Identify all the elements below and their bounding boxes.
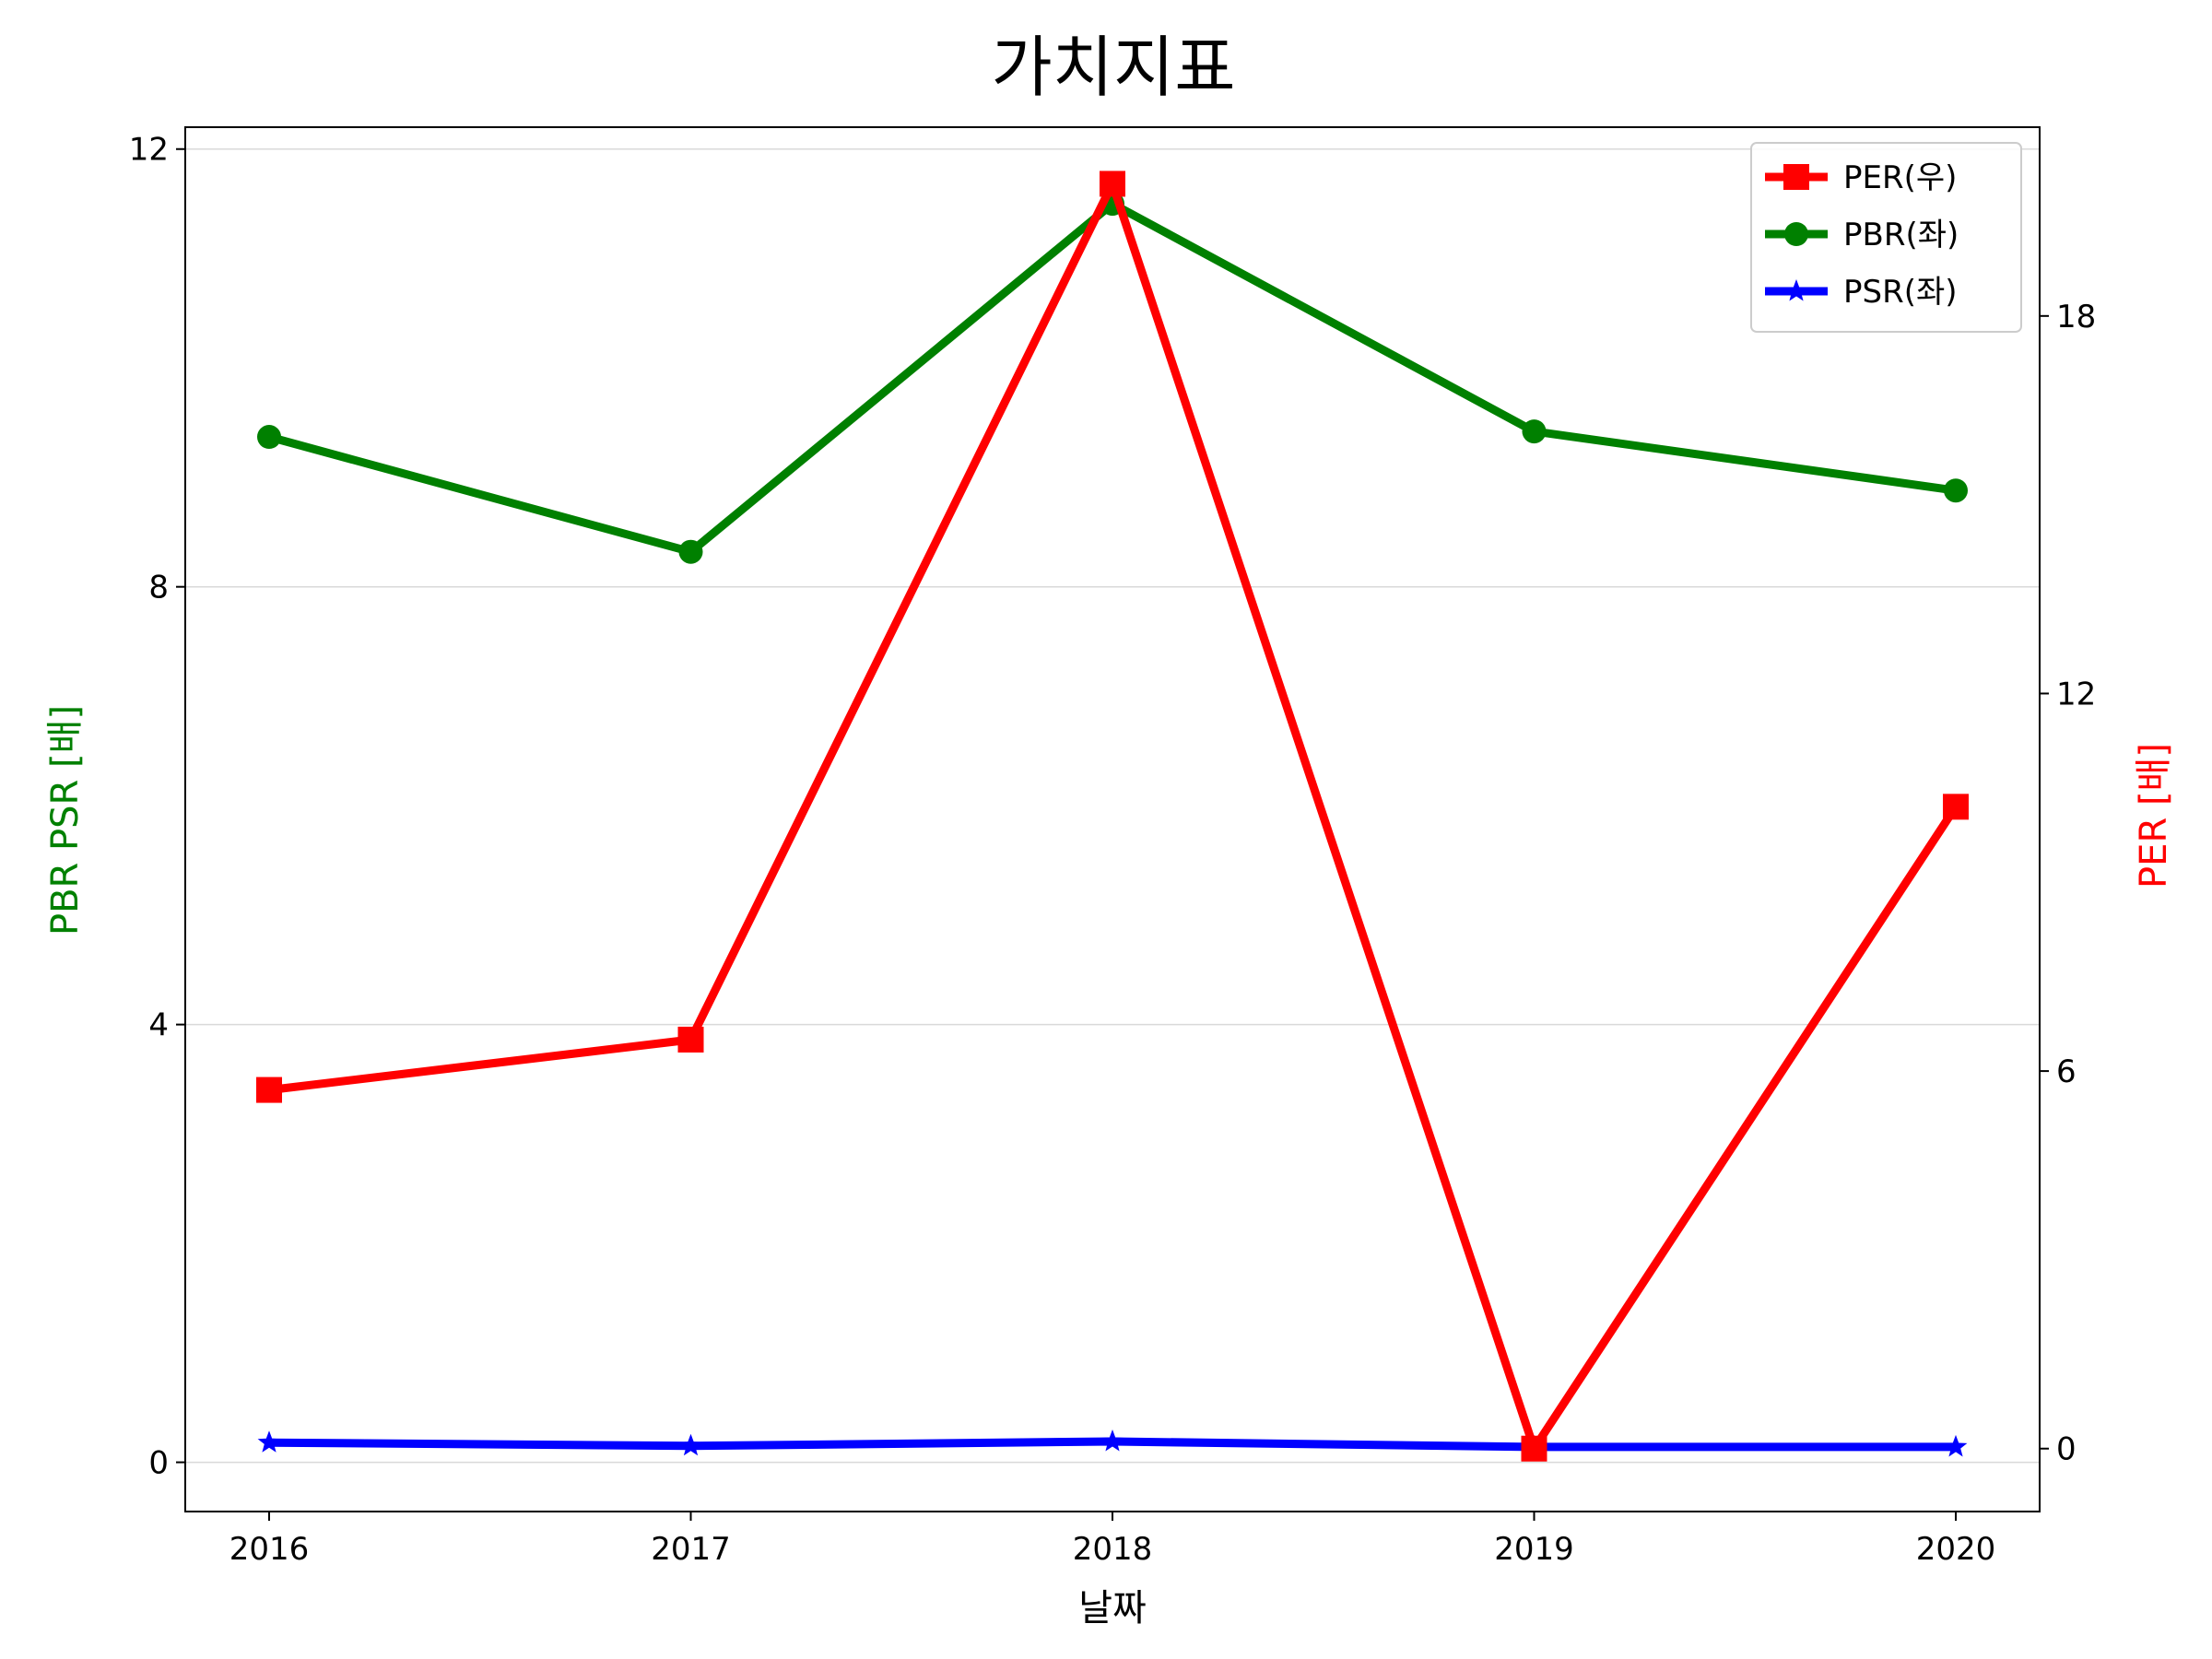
data-point (1100, 1430, 1124, 1452)
legend-marker (1784, 222, 1808, 246)
legend-item: PSR(좌) (1765, 274, 1958, 311)
chart-title: 가치지표 (992, 29, 1236, 106)
y-right-tick-label: 12 (2056, 676, 2096, 712)
data-point (1522, 419, 1547, 444)
y-axis-right-label: PER [배] (2133, 743, 2175, 888)
data-point (257, 425, 281, 450)
data-point (257, 1430, 281, 1453)
x-tick-label: 2017 (651, 1531, 731, 1568)
data-point (1521, 1435, 1547, 1462)
data-point (679, 1433, 702, 1456)
legend: PER(우) PBR(좌) PSR(좌) (1750, 142, 2022, 333)
legend-label: PBR(좌) (1843, 217, 1959, 253)
legend-marker (1784, 279, 1808, 301)
data-point (677, 1026, 704, 1053)
x-axis: 2016 2017 2018 2019 2020 (229, 1512, 1996, 1568)
y-left-tick-label: 4 (148, 1007, 169, 1044)
y-left-tick-label: 8 (148, 570, 169, 606)
x-axis-label: 날짜 (1078, 1587, 1147, 1630)
y-left-tick-label: 12 (129, 132, 169, 169)
y-right-tick-label: 0 (2056, 1431, 2077, 1468)
data-point (678, 539, 703, 564)
grid-lines (185, 147, 2040, 1464)
series-square (256, 171, 1969, 1462)
legend-label: PSR(좌) (1843, 274, 1958, 311)
x-tick-label: 2019 (1494, 1531, 1574, 1568)
y-right-tick-label: 6 (2056, 1053, 2077, 1090)
y-left-tick-label: 0 (148, 1445, 169, 1482)
y-axis-right: 0 6 12 18 (2040, 299, 2096, 1468)
y-axis-left-label: PBR PSR [배] (44, 705, 87, 935)
legend-item: PER(우) (1765, 159, 1957, 196)
data-point (1944, 478, 1968, 503)
data-point (1943, 794, 1969, 820)
x-tick-label: 2020 (1916, 1531, 1996, 1568)
series-layer (256, 171, 1969, 1462)
legend-item: PBR(좌) (1765, 217, 1959, 253)
y-axis-left: 0 4 8 12 (129, 132, 185, 1482)
x-tick-label: 2016 (229, 1531, 310, 1568)
y-right-tick-label: 18 (2056, 299, 2096, 335)
data-point (1944, 1434, 1968, 1457)
legend-box (1750, 142, 2022, 333)
data-point (256, 1077, 282, 1103)
data-point (1100, 171, 1125, 197)
x-tick-label: 2018 (1073, 1531, 1153, 1568)
legend-marker (1783, 164, 1809, 190)
legend-label: PER(우) (1843, 159, 1957, 196)
